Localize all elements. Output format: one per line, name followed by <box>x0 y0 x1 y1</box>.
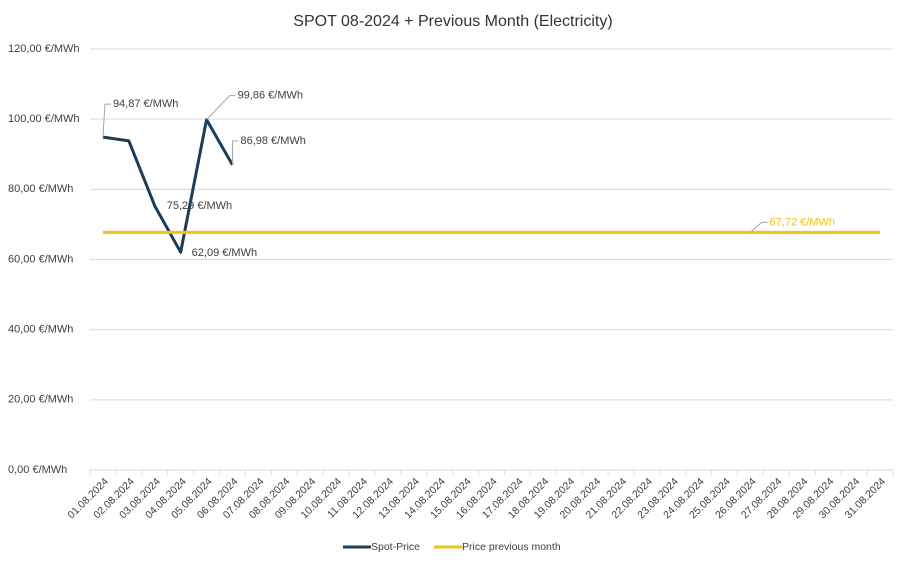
data-label: 67,72 €/MWh <box>770 216 835 228</box>
data-label: 99,86 €/MWh <box>238 90 303 102</box>
series-line <box>102 118 234 254</box>
leader-line <box>750 221 768 233</box>
y-tick-label: 100,00 €/MWh <box>8 113 80 125</box>
data-label: 86,98 €/MWh <box>240 135 305 147</box>
leader-line <box>231 140 239 165</box>
y-tick-label: 20,00 €/MWh <box>8 394 73 406</box>
data-label: 75,29 €/MWh <box>167 200 232 212</box>
legend-label: Price previous month <box>462 541 561 553</box>
y-tick-label: 40,00 €/MWh <box>8 324 73 336</box>
leader-line <box>102 103 111 138</box>
y-tick-label: 0,00 €/MWh <box>8 464 67 476</box>
y-tick-label: 80,00 €/MWh <box>8 183 73 195</box>
y-tick-label: 60,00 €/MWh <box>8 253 73 265</box>
legend-label: Spot-Price <box>371 541 420 553</box>
chart-title: SPOT 08-2024 + Previous Month (Electrici… <box>293 13 612 30</box>
data-label: 94,87 €/MWh <box>113 98 178 110</box>
data-label: 62,09 €/MWh <box>192 247 257 259</box>
leader-line <box>206 95 236 121</box>
y-tick-label: 120,00 €/MWh <box>8 43 80 55</box>
